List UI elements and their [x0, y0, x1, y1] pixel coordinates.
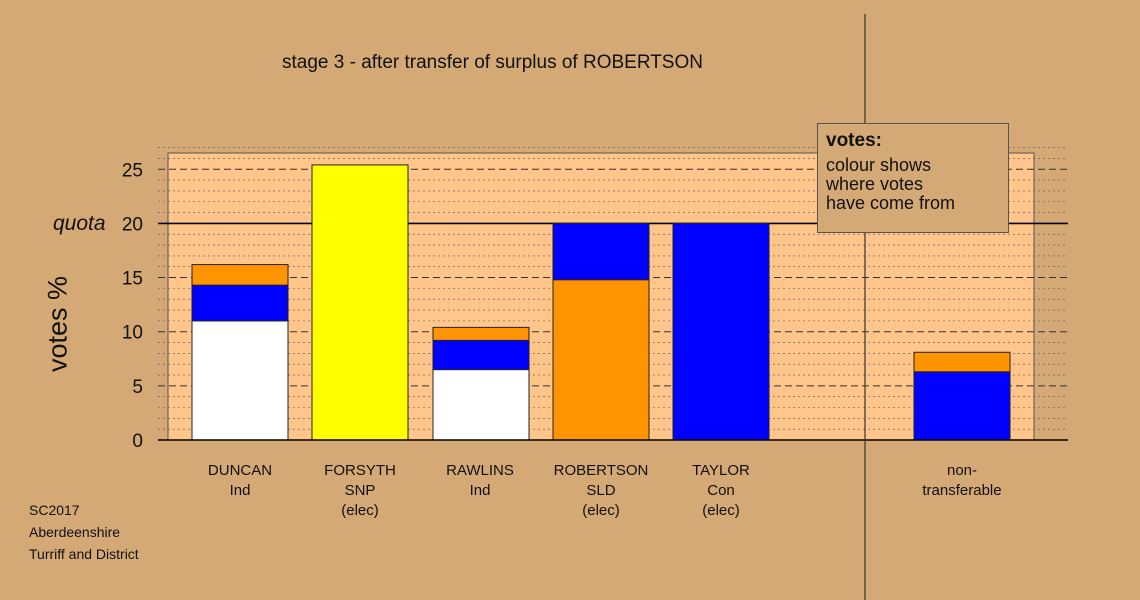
candidate-label-taylor: TAYLOR Con (elec) [661, 461, 781, 521]
candidate-name: ROBERTSON [553, 462, 649, 479]
y-tick-label: 0 [132, 431, 143, 452]
candidate-label-duncan: DUNCAN Ind [180, 461, 300, 501]
y-tick-label: 10 [122, 323, 143, 344]
y-tick-label: 25 [122, 160, 143, 181]
candidate-label-forsyth: FORSYTH SNP (elec) [300, 461, 420, 521]
legend-line: where votes [826, 174, 924, 194]
bar-segment-non-transferable [913, 371, 1011, 441]
bar-segment-robertson [552, 222, 650, 281]
y-tick-label: 20 [122, 214, 143, 235]
legend-line: have come from [826, 193, 956, 213]
quota-label: quota [53, 212, 106, 235]
candidate-party: SNP [344, 482, 376, 499]
candidate-party: Con [707, 482, 735, 499]
candidate-status: (elec) [582, 502, 620, 519]
candidate-name: RAWLINS [446, 462, 514, 479]
y-tick-labels: 0 5 10 15 20 25 [122, 160, 143, 452]
y-tick-label: 15 [122, 269, 143, 290]
bar-segment-duncan [191, 284, 289, 322]
y-tick-label: 5 [132, 377, 143, 398]
candidate-party: transferable [922, 482, 1002, 499]
bar-segment-duncan [191, 264, 289, 286]
bar-segment-rawlins [432, 326, 530, 341]
bar-segment-rawlins [432, 369, 530, 441]
legend-line: colour shows [826, 155, 932, 175]
candidate-name: FORSYTH [324, 462, 396, 479]
footer-line: SC2017 [29, 502, 80, 518]
candidate-label-rawlins: RAWLINS Ind [420, 461, 540, 501]
bar-segment-forsyth [311, 164, 409, 441]
bar-segment-taylor [672, 222, 770, 441]
candidate-status: (elec) [702, 502, 740, 519]
y-axis-label: votes % [42, 275, 73, 373]
candidate-label-non-transferable: non- transferable [902, 461, 1022, 501]
footer-line: Turriff and District [29, 546, 139, 562]
candidate-name: DUNCAN [207, 462, 273, 479]
bar-segment-non-transferable [913, 351, 1011, 373]
axes [158, 14, 1068, 600]
candidate-name: non- [946, 462, 978, 479]
bar-segment-duncan [191, 320, 289, 441]
bars [191, 164, 1011, 441]
legend-box: votes: colour shows where votes have com… [817, 123, 1009, 233]
candidate-party: Ind [469, 482, 491, 499]
candidate-party: Ind [229, 482, 251, 499]
footer-line: Aberdeenshire [29, 524, 121, 540]
legend-title: votes: [826, 130, 882, 151]
footer-info: SC2017 Aberdeenshire Turriff and Distric… [29, 499, 139, 565]
candidate-name: TAYLOR [692, 462, 750, 479]
candidate-status: (elec) [341, 502, 379, 519]
candidate-label-robertson: ROBERTSON SLD (elec) [541, 461, 661, 521]
bar-segment-rawlins [432, 339, 530, 371]
bar-segment-robertson [552, 279, 650, 441]
chart-title: stage 3 - after transfer of surplus of R… [282, 52, 703, 73]
candidate-party: SLD [586, 482, 616, 499]
